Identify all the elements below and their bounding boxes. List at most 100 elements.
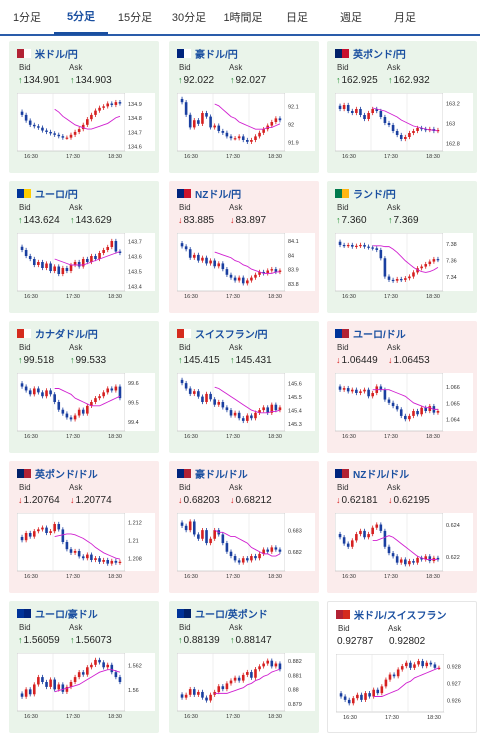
rate-card[interactable]: ランド/円 Bid Ask ↑7.360 ↑7.369 7.38 7.36 7.34 16…: [327, 181, 477, 313]
rate-card[interactable]: 英ポンド/ドル Bid Ask ↓1.20764 ↓1.20774 1.212 1.2…: [9, 461, 159, 593]
candle: [262, 271, 265, 274]
candle: [424, 556, 428, 560]
candle: [49, 390, 52, 395]
rate-card[interactable]: ユーロ/英ポンド Bid Ask ↑0.88139 ↑0.88147 0.882 0.…: [169, 601, 319, 733]
candle: [102, 662, 105, 668]
candle: [404, 137, 407, 139]
currency-pair-name[interactable]: 米ドル/スイスフラン: [354, 610, 447, 622]
candle: [363, 115, 366, 119]
currency-pair-name[interactable]: 豪ドル/円: [195, 49, 238, 61]
card-header: NZドル/ドル: [335, 466, 473, 481]
candle: [229, 551, 233, 557]
price-chart[interactable]: 7.38 7.36 7.34 16:30 17:30 18:30: [335, 233, 473, 301]
tab-15min[interactable]: 15分足: [117, 12, 153, 24]
currency-pair-name[interactable]: ランド/円: [353, 189, 396, 201]
currency-pair-name[interactable]: 英ポンド/円: [353, 49, 406, 61]
candle: [371, 527, 374, 535]
tab-monthly[interactable]: 月足: [394, 12, 416, 24]
candle: [363, 389, 366, 392]
tab-weekly[interactable]: 週足: [340, 12, 362, 24]
candle: [53, 679, 56, 690]
bid-ask-labels: Bid Ask: [19, 203, 119, 212]
bid-value: ↓1.20764: [18, 495, 60, 506]
candle: [364, 693, 367, 700]
tab-5min[interactable]: 5分足: [54, 0, 108, 35]
price-chart[interactable]: 134.9 134.8 134.7 134.6 16:30 17:30 18:30: [17, 93, 155, 161]
candle: [404, 415, 407, 420]
x-tick-label: 18:30: [108, 574, 122, 580]
candle: [209, 538, 212, 544]
price-chart[interactable]: 0.624 0.622 16:30 17:30 18:30: [335, 513, 473, 581]
price-chart[interactable]: 0.683 0.682 16:30 17:30 18:30: [177, 513, 315, 581]
candle: [416, 557, 419, 563]
tab-1hour[interactable]: 1時間足: [223, 12, 263, 24]
ask-label: Ask: [387, 63, 401, 72]
rate-card[interactable]: NZドル/円 Bid Ask ↓83.885 ↓83.897 84.1 84 83.9 8…: [169, 181, 319, 313]
rate-card[interactable]: 豪ドル/円 Bid Ask ↑92.022 ↑92.027 92.1 92 91.9 16…: [169, 41, 319, 173]
price-chart[interactable]: 99.6 99.5 99.4 16:30 17:30 18:30: [17, 373, 155, 441]
bid-ask-values: ↓1.06449 ↓1.06453: [336, 355, 440, 366]
currency-pair-name[interactable]: NZドル/円: [195, 189, 242, 201]
rate-card[interactable]: 豪ドル/ドル Bid Ask ↓0.68203 ↓0.68212 0.683 0.68…: [169, 461, 319, 593]
axis-area: [443, 513, 473, 571]
ask-label: Ask: [387, 483, 401, 492]
rate-card[interactable]: NZドル/ドル Bid Ask ↓0.62181 ↓0.62195 0.624 0.6…: [327, 461, 477, 593]
currency-pair-name[interactable]: スイスフラン/円: [195, 329, 268, 341]
tab-30min[interactable]: 30分足: [171, 12, 207, 24]
price-chart[interactable]: 92.1 92 91.9 16:30 17:30 18:30: [177, 93, 315, 161]
candle: [180, 694, 184, 698]
candle: [384, 679, 388, 687]
y-tick-label: 1.064: [446, 418, 460, 424]
price-chart[interactable]: 0.928 0.927 0.926 16:30 17:30 18:30: [336, 654, 474, 722]
currency-pair-name[interactable]: ユーロ/英ポンド: [195, 609, 268, 621]
price-chart[interactable]: 84.1 84 83.9 83.8 16:30 17:30 18:30: [177, 233, 315, 301]
x-tick-label: 17:30: [226, 574, 240, 580]
currency-pair-name[interactable]: ユーロ/円: [35, 189, 78, 201]
price-chart[interactable]: 143.7 143.6 143.5 143.4 16:30 17:30 18:30: [17, 233, 155, 301]
x-tick-label: 18:30: [268, 154, 282, 160]
price-chart[interactable]: 145.6 145.5 145.4 145.3 16:30 17:30 18:30: [177, 373, 315, 441]
candle: [24, 689, 28, 697]
candle: [28, 689, 32, 695]
currency-pair-name[interactable]: 豪ドル/ドル: [195, 469, 248, 481]
candle: [437, 667, 441, 670]
currency-pair-name[interactable]: カナダドル/円: [35, 329, 98, 341]
currency-pair-name[interactable]: ユーロ/ドル: [353, 329, 406, 341]
bid-label: Bid: [337, 483, 349, 492]
candle: [412, 272, 415, 277]
candle: [94, 659, 97, 665]
rate-card[interactable]: 米ドル/円 Bid Ask ↑134.901 ↑134.903 134.9 134.8…: [9, 41, 159, 173]
candle: [270, 660, 274, 667]
rate-card[interactable]: 英ポンド/円 Bid Ask ↑162.925 ↑162.932 163.2 163 1…: [327, 41, 477, 173]
rate-card[interactable]: ユーロ/円 Bid Ask ↑143.624 ↑143.629 143.7 143.6…: [9, 181, 159, 313]
currency-pair-name[interactable]: NZドル/ドル: [353, 469, 410, 481]
currency-pair-name[interactable]: 米ドル/円: [35, 49, 78, 61]
candle: [274, 269, 278, 272]
bid-ask-values: ↑1.56059 ↑1.56073: [18, 635, 122, 646]
price-chart[interactable]: 0.882 0.881 0.88 0.879 16:30 17:30 18:30: [177, 653, 315, 721]
rate-card[interactable]: 米ドル/スイスフラン Bid Ask 0.92787 0.92802 0.928 0.…: [327, 601, 477, 733]
moving-average-line: [373, 667, 440, 697]
rate-card[interactable]: カナダドル/円 Bid Ask ↑99.518 ↑99.533 99.6 99.5 99…: [9, 321, 159, 453]
candle: [391, 279, 395, 282]
bid-value: ↑7.360: [336, 215, 367, 226]
price-chart[interactable]: 163.2 163 162.8 16:30 17:30 18:30: [335, 93, 473, 161]
tab-daily[interactable]: 日足: [286, 12, 308, 24]
currency-pair-name[interactable]: 英ポンド/ドル: [35, 469, 98, 481]
x-tick-label: 16:30: [342, 434, 356, 440]
up-arrow-icon: ↑: [230, 355, 235, 365]
up-arrow-icon: ↑: [18, 635, 23, 645]
ask-label: Ask: [69, 203, 83, 212]
rate-card[interactable]: ユーロ/ドル Bid Ask ↓1.06449 ↓1.06453 1.066 1.06…: [327, 321, 477, 453]
bid-ask-values: ↑134.901 ↑134.903: [18, 75, 122, 86]
price-chart[interactable]: 1.066 1.065 1.064 16:30 17:30 18:30: [335, 373, 473, 441]
price-chart[interactable]: 1.212 1.21 1.208 16:30 17:30 18:30: [17, 513, 155, 581]
candle: [69, 417, 73, 420]
rate-card[interactable]: スイスフラン/円 Bid Ask ↑145.415 ↑145.431 145.6 14…: [169, 321, 319, 453]
rate-card[interactable]: ユーロ/豪ドル Bid Ask ↑1.56059 ↑1.56073 1.562 1.5…: [9, 601, 159, 733]
x-tick-label: 16:30: [24, 294, 38, 300]
candle: [53, 524, 56, 532]
price-chart[interactable]: 1.562 1.56 16:30 17:30 18:30: [17, 653, 155, 721]
currency-pair-name[interactable]: ユーロ/豪ドル: [35, 609, 98, 621]
tab-1min[interactable]: 1分足: [12, 12, 42, 24]
